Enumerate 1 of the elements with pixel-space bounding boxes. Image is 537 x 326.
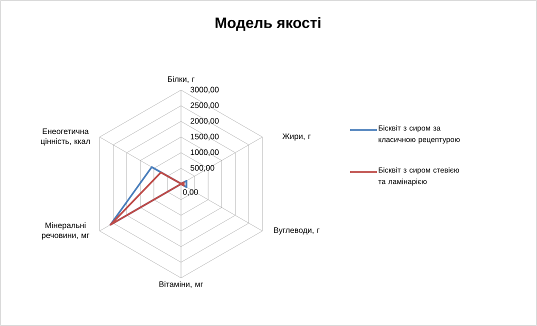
chart-title: Модель якості: [216, 17, 320, 31]
